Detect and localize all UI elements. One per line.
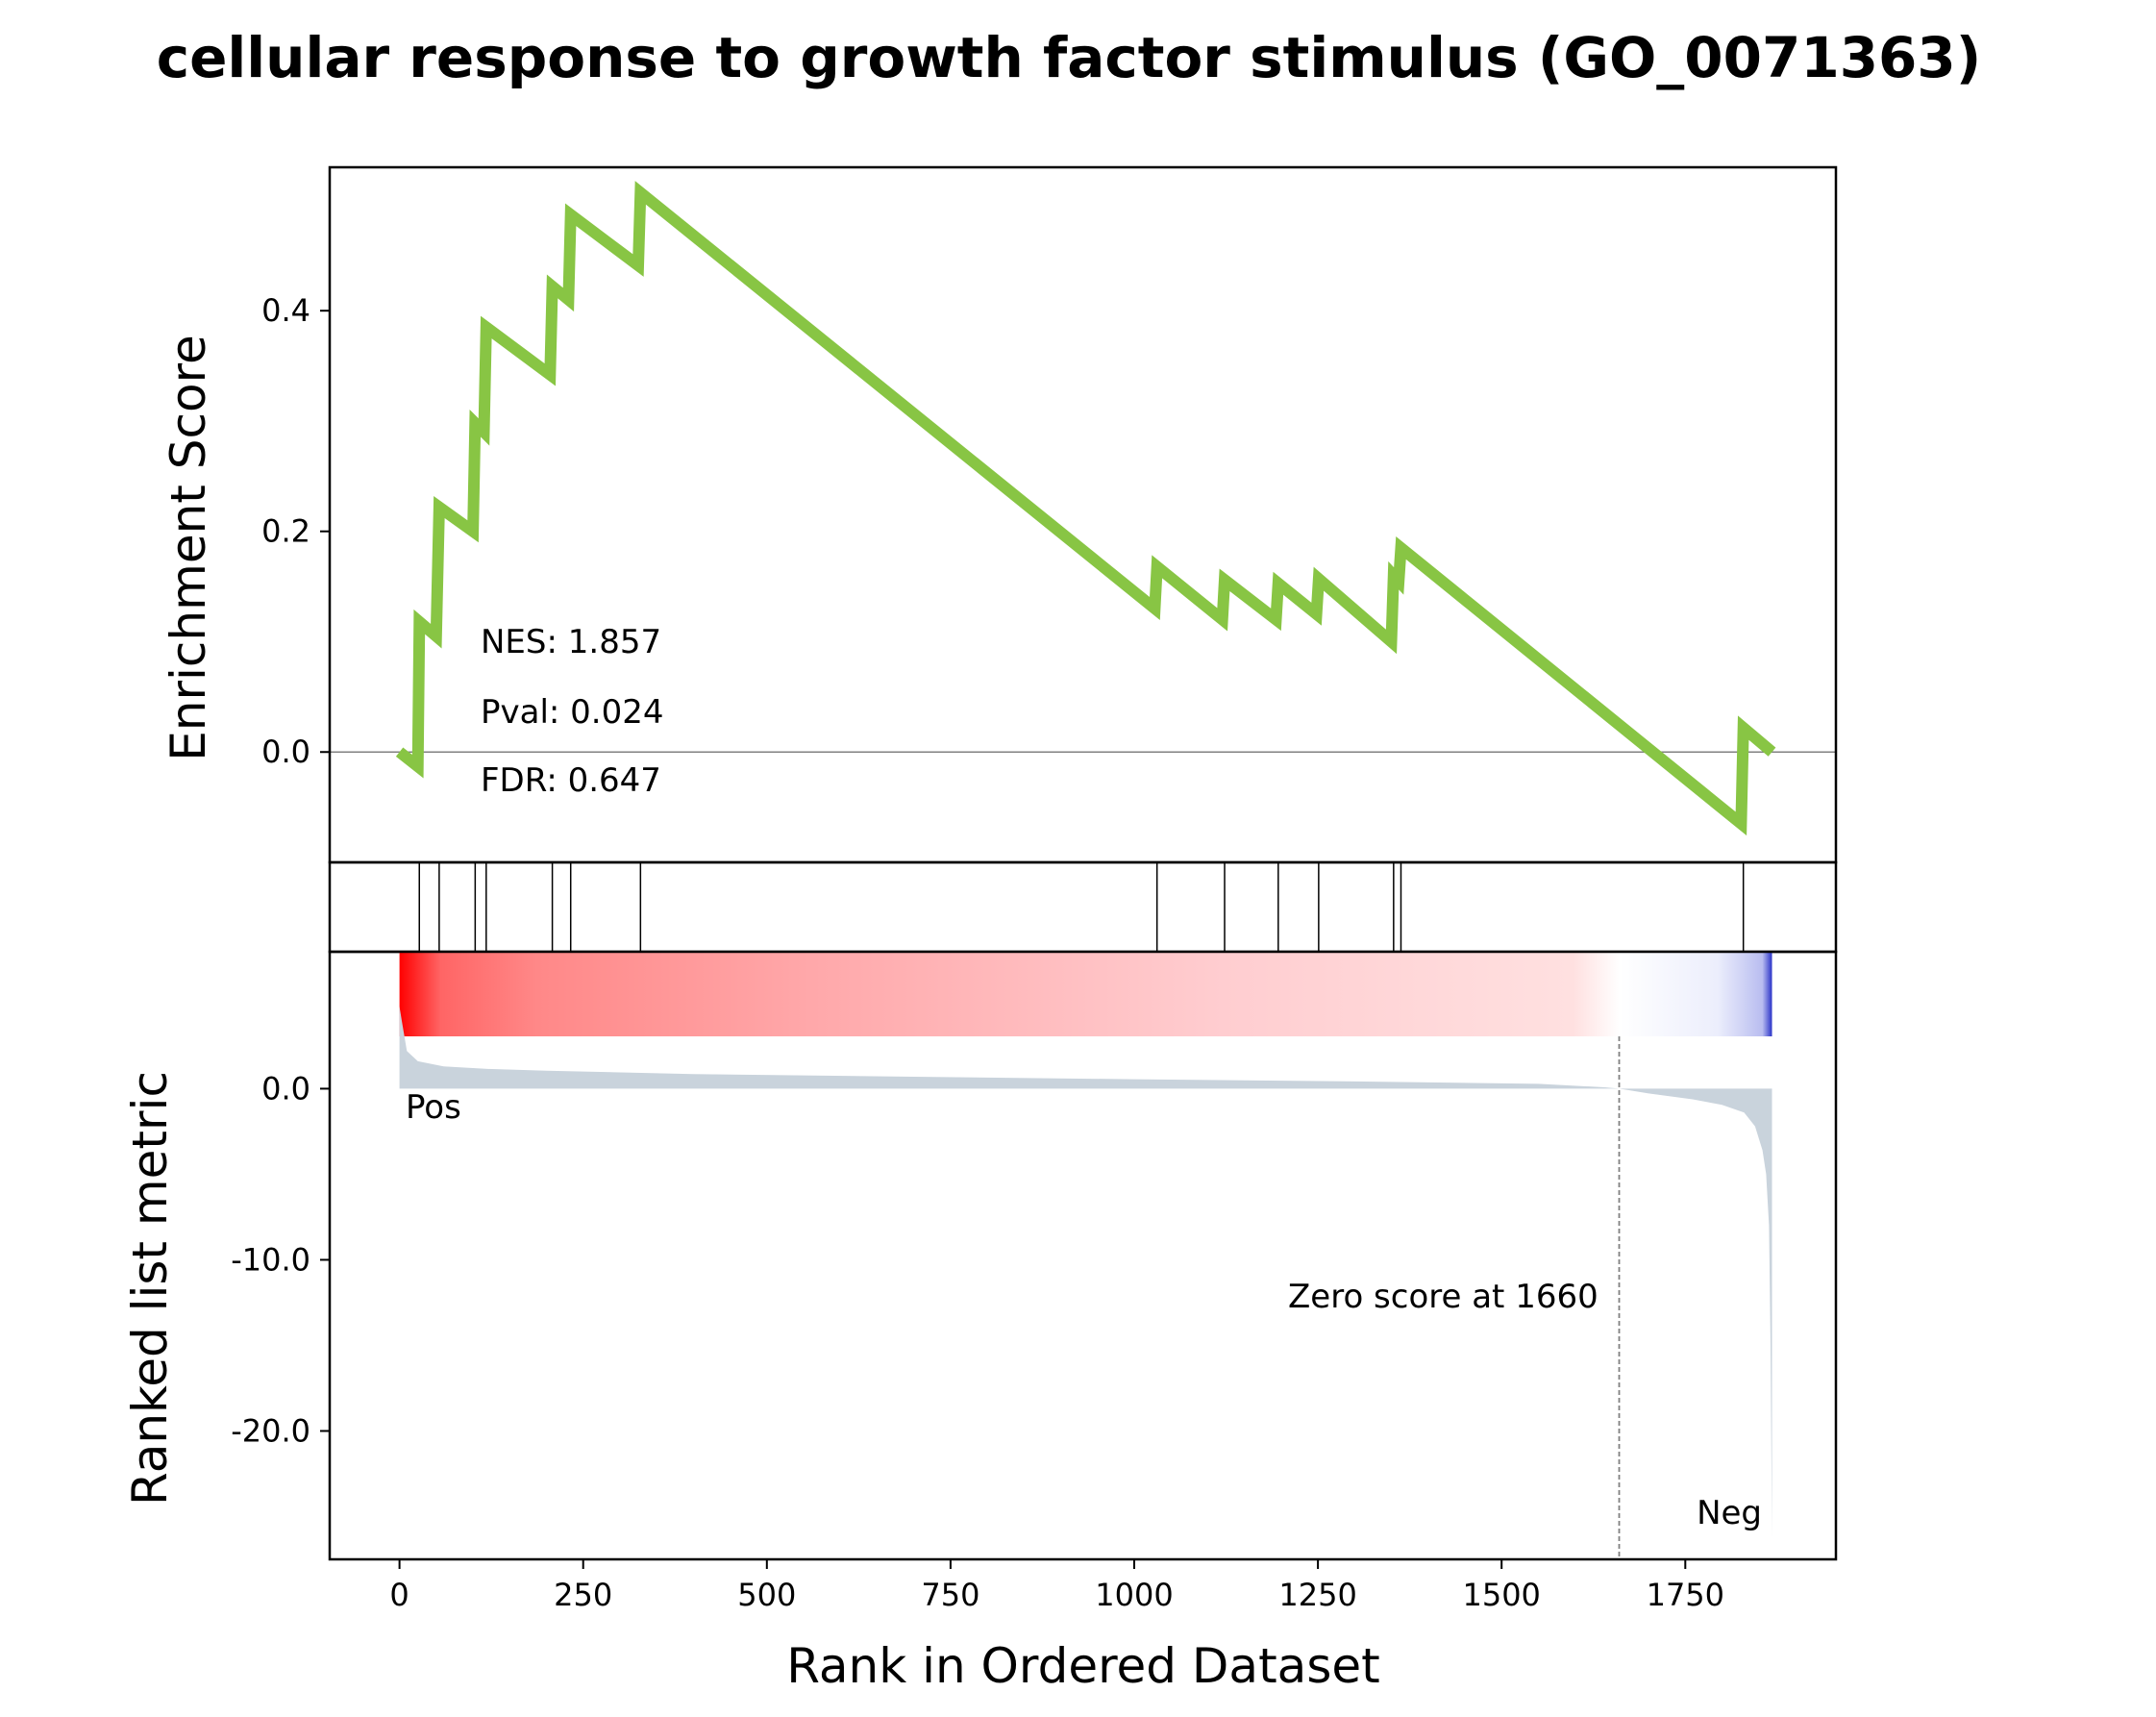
- x-tick-label: 1000: [1095, 1577, 1173, 1613]
- pos-label: Pos: [406, 1088, 461, 1127]
- pval-label: Pval: 0.024: [481, 693, 664, 732]
- enrichment-score-panel: 0.0 0.2 0.4 NES: 1.857 Pval: 0.024 FDR: 0.…: [161, 165, 1838, 864]
- x-tick-label: 0: [389, 1577, 409, 1613]
- es-y-tick-label: 0.4: [261, 292, 310, 329]
- es-series-line: [395, 181, 1776, 836]
- x-axis-title: Rank in Ordered Dataset: [786, 1638, 1379, 1694]
- x-tick-label: 250: [554, 1577, 612, 1613]
- es-axis-title: Enrichment Score: [161, 335, 216, 761]
- zero-score-label: Zero score at 1660: [1288, 1278, 1598, 1316]
- rank-panel-frame: [328, 950, 1838, 1561]
- rank-heat-strip: [399, 952, 1772, 1036]
- x-tick-label: 1750: [1647, 1577, 1724, 1613]
- es-panel-frame: [328, 165, 1838, 864]
- ranked-metric-area: [399, 1007, 1772, 1537]
- chart-title: cellular response to growth factor stimu…: [157, 25, 1982, 90]
- x-tick-label: 500: [737, 1577, 796, 1613]
- gene-set-hits-panel: [328, 860, 1838, 954]
- rank-y-tick-label: 0.0: [261, 1070, 310, 1107]
- rank-y-tick-label: -20.0: [231, 1412, 310, 1449]
- x-tick-label: 750: [921, 1577, 979, 1613]
- ranked-metric-panel: Zero score at 1660 Pos Neg 0.0 -10.0 -20.0…: [122, 950, 1838, 1694]
- x-tick-label: 1250: [1278, 1577, 1356, 1613]
- es-y-tick-label: 0.2: [261, 513, 310, 550]
- hits-panel-frame: [328, 860, 1838, 954]
- fdr-label: FDR: 0.647: [481, 761, 661, 800]
- rank-y-tick-label: -10.0: [231, 1241, 310, 1278]
- nes-label: NES: 1.857: [481, 623, 661, 661]
- x-tick-label: 1500: [1462, 1577, 1540, 1613]
- es-y-tick-label: 0.0: [261, 734, 310, 770]
- rank-y-axis-title: Ranked list metric: [122, 1071, 178, 1505]
- neg-label: Neg: [1697, 1494, 1762, 1532]
